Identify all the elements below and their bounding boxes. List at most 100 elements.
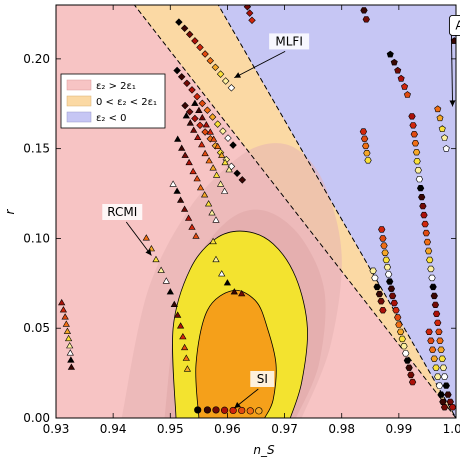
point-triangle [190,126,198,133]
point-diamond [185,30,194,39]
annotation-arrow [234,51,286,79]
point-hexagon [421,220,429,228]
axis-ticks: 0.93 0.94 0.95 0.96 0.97 0.98 0.99 1.00 0.00 0.05… [23,5,460,436]
point-triangle [62,320,70,327]
series-a [386,19,456,152]
point-triangle [192,232,200,239]
point-hexagon [434,319,442,327]
point-triangle [174,311,182,318]
point-hexagon [435,382,444,389]
point-diamond [193,92,201,101]
point-triangle [59,306,68,313]
x-axis-label: n_S [253,443,275,457]
point-circle [229,406,237,415]
point-triangle [170,300,178,308]
point-triangle [152,255,160,263]
point-triangle [204,200,213,207]
point-triangle [179,333,187,340]
point-hexagon [400,342,408,350]
point-hexagon [378,226,386,233]
point-hexagon [448,404,456,411]
point-triangle [166,288,174,295]
point-hexagon [430,355,438,362]
point-hexagon [380,242,388,249]
point-triangle [182,354,190,361]
point-circle [220,406,229,414]
x-tick-label: 0.94 [100,422,127,436]
point-diamond [196,121,204,130]
point-triangle [201,149,209,157]
point-hexagon [375,290,384,298]
point-hexagon [371,274,379,282]
point-triangle [238,289,246,297]
point-hexagon [405,364,413,371]
point-hexagon [381,249,389,256]
y-tick-label: 0.05 [23,321,50,335]
point-diamond [243,5,252,11]
point-diamond [201,128,209,136]
x-tick-label: 1.00 [443,422,460,436]
point-diamond [196,43,204,52]
annotation-arrowhead [234,72,241,78]
point-triangle [221,158,229,166]
point-diamond [245,9,254,17]
point-triangle [142,234,150,241]
x-tick-label: 0.93 [43,422,70,436]
annotation-label: SI [257,372,268,386]
legend-swatch-region-3 [66,111,92,123]
series-si [194,406,263,415]
annotation-bg [269,33,310,50]
point-hexagon [362,142,370,150]
point-triangle [208,209,216,216]
point-triangle [214,142,222,149]
point-hexagon [369,267,377,274]
point-triangle [66,341,74,349]
point-diamond [208,113,217,121]
point-hexagon [409,122,417,129]
point-pentagon [403,91,411,98]
point-triangle [230,288,238,295]
point-hexagon [435,328,443,336]
legend-label-region-2: 0 < ε₂ < 2ε₁ [96,97,157,108]
point-diamond [211,63,220,72]
point-hexagon [430,292,438,300]
point-triangle [66,349,74,356]
point-triangle [174,135,182,142]
point-hexagon [420,211,428,219]
x-tick-label: 0.97 [271,422,298,436]
point-hexagon [408,113,416,120]
point-triangle [182,112,190,119]
point-hexagon [440,373,449,380]
point-hexagon [415,176,424,183]
point-triangle [191,99,199,106]
point-triangle [162,277,170,284]
point-triangle [206,128,214,135]
point-hexagon [394,314,402,321]
x-tick-label: 0.99 [385,422,412,436]
point-diamond [238,176,247,184]
point-pentagon [438,125,446,132]
point-hexagon [379,235,387,242]
point-pentagon [394,66,402,74]
point-hexagon [395,321,403,328]
point-hexagon [382,256,390,264]
region-boundary-1 [217,5,456,418]
point-triangle [183,365,192,372]
point-pentagon [436,114,444,122]
point-triangle [185,158,193,166]
point-pentagon [441,134,449,141]
point-hexagon [396,328,405,336]
x-tick-label: 0.96 [214,422,241,436]
point-hexagon [410,131,418,138]
point-diamond [213,120,222,128]
point-triangle [198,113,206,121]
legend: ε₂ > 2ε₁ 0 < ε₂ < 2ε₁ ε₂ < 0 [60,73,166,129]
point-hexagon [422,229,430,237]
point-hexagon [424,247,433,255]
point-triangle [67,356,75,363]
point-hexagon [360,7,368,14]
point-triangle [220,187,229,194]
annotation-bg [250,370,275,387]
point-triangle [186,119,194,126]
legend-label-region-1: ε₂ > 2ε₁ [96,81,136,92]
